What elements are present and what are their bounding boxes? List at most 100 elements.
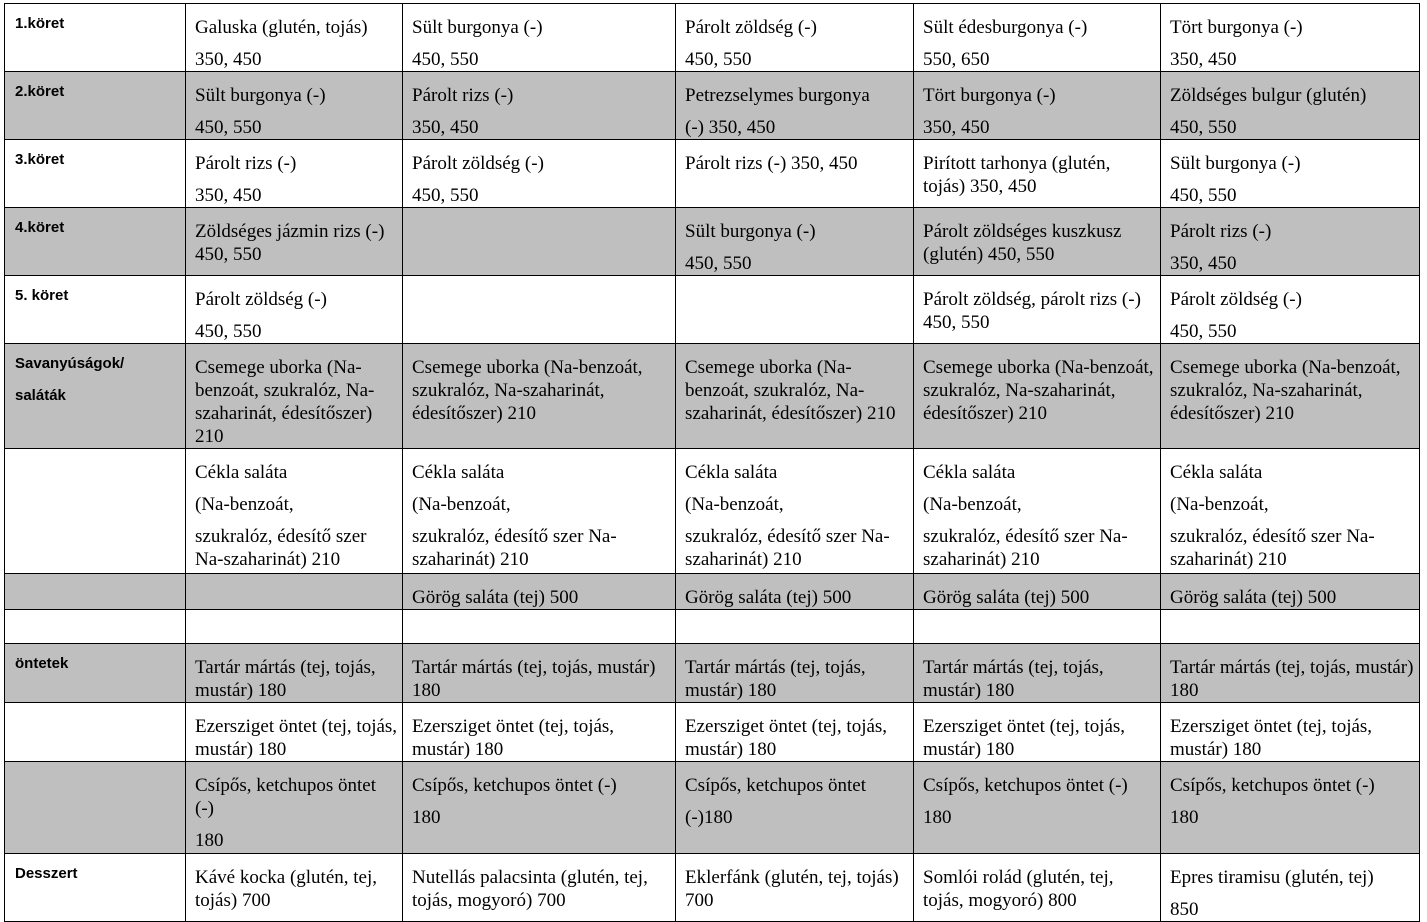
menu-item-text: Sült édesburgonya (-): [923, 17, 1088, 38]
menu-cell: Párolt zöldség (-) 450, 550: [185, 275, 403, 344]
menu-table-body: 1.köret Galuska (glutén, tojás) 350, 450 Sü…: [4, 3, 1420, 922]
menu-item-text: 350, 450: [1170, 49, 1237, 70]
menu-cell: [185, 573, 403, 610]
row-label-cell: [4, 761, 186, 854]
menu-item-text: Csemege uborka (Na-benzoát, szukralóz, N…: [685, 357, 896, 424]
menu-item-text: Sült burgonya (-): [195, 85, 326, 106]
menu-cell: [402, 609, 676, 644]
menu-cell: Csemege uborka (Na-benzoát, szukralóz, N…: [402, 343, 676, 449]
menu-cell: Görög saláta (tej) 500: [1160, 573, 1420, 610]
menu-item-text: 180: [923, 807, 952, 828]
menu-cell: Párolt zöldség (-) 450, 550: [675, 3, 914, 72]
menu-cell: Zöldséges bulgur (glutén) 450, 550: [1160, 71, 1420, 140]
menu-cell: Galuska (glutén, tojás) 350, 450: [185, 3, 403, 72]
menu-item-text: 180: [195, 830, 224, 851]
menu-cell: Csípős, ketchupos öntet (-) 180: [1160, 761, 1420, 854]
menu-item-text: 350, 450: [195, 185, 262, 206]
menu-cell: Csípős, ketchupos öntet (-) 180: [402, 761, 676, 854]
menu-item-text: Párolt rizs (-): [195, 153, 297, 174]
menu-item-text: (Na-benzoát,: [923, 494, 1022, 515]
menu-cell: Cékla saláta (Na-benzoát, szukralóz, édesí…: [1160, 448, 1420, 574]
menu-item-text: (Na-benzoát,: [685, 494, 784, 515]
menu-item-text: 450, 550: [195, 321, 262, 342]
menu-item-text: 350, 450: [195, 49, 262, 70]
row-label: [6, 763, 185, 767]
menu-item-text: Tört burgonya (-): [923, 85, 1056, 106]
row-label-cell: 5. köret: [4, 275, 186, 344]
menu-item-text: Tört burgonya (-): [1170, 17, 1303, 38]
menu-item-text: Párolt zöldség (-): [685, 17, 817, 38]
menu-cell: Párolt zöldség, párolt rizs (-) 450, 550: [913, 275, 1161, 344]
menu-item-text: Párolt rizs (-): [1170, 221, 1272, 242]
menu-cell: Kávé kocka (glutén, tej, tojás) 700: [185, 853, 403, 922]
menu-cell: Csemege uborka (Na-benzoát, szukralóz, N…: [1160, 343, 1420, 449]
menu-item-text: Sült burgonya (-): [685, 221, 816, 242]
menu-cell: Zöldséges jázmin rizs (-) 450, 550: [185, 207, 403, 276]
menu-item-text: Sült burgonya (-): [412, 17, 543, 38]
menu-item-text: Tartár mártás (tej, tojás, mustár) 180: [412, 657, 656, 701]
row-label-cell: öntetek: [4, 643, 186, 703]
menu-cell: Csípős, ketchupos öntet (-) 180: [913, 761, 1161, 854]
menu-item-text: Csípős, ketchupos öntet (-): [923, 775, 1128, 796]
table-row: 5. köret Párolt zöldség (-) 450, 550 Párolt…: [4, 275, 1420, 344]
menu-cell: Párolt zöldség (-) 450, 550: [402, 139, 676, 208]
menu-cell: Görög saláta (tej) 500: [675, 573, 914, 610]
menu-item-text: Zöldséges jázmin rizs (-) 450, 550: [195, 221, 385, 265]
menu-item-text: Tartár mártás (tej, tojás, mustár) 180: [685, 657, 866, 701]
menu-item-text: Görög saláta (tej) 500: [1170, 587, 1337, 608]
menu-item-text: Csemege uborka (Na-benzoát, szukralóz, N…: [1170, 357, 1401, 424]
menu-item-text: Csípős, ketchupos öntet (-): [412, 775, 617, 796]
menu-item-text: 180: [412, 807, 441, 828]
menu-item-text: Csemege uborka (Na-benzoát, szukralóz, N…: [195, 357, 375, 447]
row-label-cell: 4.köret: [4, 207, 186, 276]
menu-item-text: 350, 450: [412, 117, 479, 138]
menu-item-text: Párolt rizs (-): [412, 85, 514, 106]
menu-cell: Ezersziget öntet (tej, tojás, mustár) 18…: [913, 702, 1161, 762]
table-row: Desszert Kávé kocka (glutén, tej, tojás) …: [4, 853, 1420, 922]
menu-item-text: 450, 550: [1170, 321, 1237, 342]
row-label-cell: Savanyúságok/ saláták: [4, 343, 186, 449]
row-label-cell: [4, 573, 186, 610]
menu-item-text: Tartár mártás (tej, tojás, mustár) 180: [923, 657, 1104, 701]
menu-item-text: 450, 550: [685, 253, 752, 274]
table-row: 3.köret Párolt rizs (-) 350, 450 Párolt zöl…: [4, 139, 1420, 208]
menu-item-text: Csípős, ketchupos öntet: [685, 775, 867, 796]
menu-item-text: Párolt zöldség (-): [1170, 289, 1302, 310]
menu-cell: Cékla saláta (Na-benzoát, szukralóz, édesí…: [913, 448, 1161, 574]
row-label-cell: 2.köret: [4, 71, 186, 140]
menu-item-text: Zöldséges bulgur (glutén): [1170, 85, 1367, 106]
menu-item-text: Párolt rizs (-) 350, 450: [685, 153, 858, 174]
table-row: Savanyúságok/ saláták Csemege uborka (Na-…: [4, 343, 1420, 449]
menu-item-text: Petrezselymes burgonya: [685, 85, 870, 106]
row-label: [6, 450, 185, 454]
menu-item-text: Cékla saláta: [923, 462, 1016, 483]
menu-item-text: 450, 550: [685, 49, 752, 70]
row-label: 1.köret: [15, 15, 65, 32]
menu-cell: Tartár mártás (tej, tojás, mustár) 180: [402, 643, 676, 703]
menu-item-text: (Na-benzoát,: [1170, 494, 1269, 515]
menu-cell: Tartár mártás (tej, tojás, mustár) 180: [1160, 643, 1420, 703]
menu-cell: Sült burgonya (-) 450, 550: [1160, 139, 1420, 208]
menu-item-text: 850: [1170, 899, 1199, 920]
menu-cell: Ezersziget öntet (tej, tojás, mustár) 18…: [675, 702, 914, 762]
menu-item-text: Csípős, ketchupos öntet (-): [1170, 775, 1375, 796]
menu-cell: Párolt rizs (-) 350, 450: [185, 139, 403, 208]
menu-item-text: szukralóz, édesítő szer Na-szaharinát) 2…: [195, 526, 367, 570]
menu-item-text: Görög saláta (tej) 500: [412, 587, 579, 608]
menu-cell: Sült burgonya (-) 450, 550: [675, 207, 914, 276]
menu-table: 1.köret Galuska (glutén, tojás) 350, 450 Sü…: [4, 3, 1420, 922]
row-label: [6, 704, 185, 708]
menu-cell: Sült burgonya (-) 450, 550: [402, 3, 676, 72]
row-label-cell: 3.köret: [4, 139, 186, 208]
table-row: 4.köret Zöldséges jázmin rizs (-) 450, 55…: [4, 207, 1420, 276]
menu-cell: Nutellás palacsinta (glutén, tej, tojás,…: [402, 853, 676, 922]
menu-item-text: Cékla saláta: [1170, 462, 1263, 483]
menu-item-text: 450, 550: [195, 117, 262, 138]
row-label-cell: [4, 609, 186, 644]
row-label: 4.köret: [15, 219, 65, 236]
menu-cell: Csípős, ketchupos öntet (-) 180: [185, 761, 403, 854]
menu-cell: Pirított tarhonya (glutén, tojás) 350, 4…: [913, 139, 1161, 208]
menu-item-text: Tartár mártás (tej, tojás, mustár) 180: [195, 657, 376, 701]
menu-cell: Cékla saláta (Na-benzoát, szukralóz, édesí…: [402, 448, 676, 574]
row-label-cell: Desszert: [4, 853, 186, 922]
